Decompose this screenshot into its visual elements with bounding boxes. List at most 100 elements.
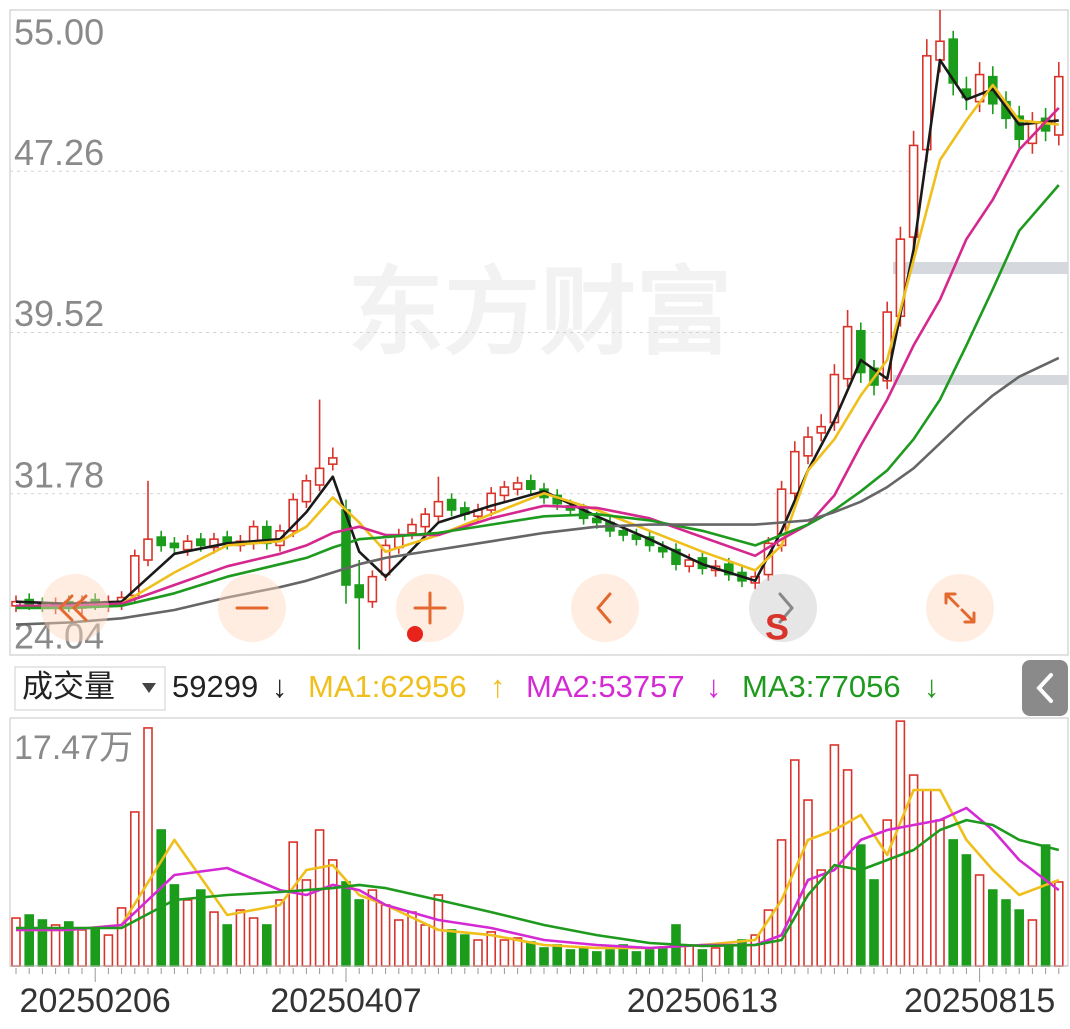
volume-bar	[961, 854, 972, 967]
candle-body	[169, 542, 180, 549]
volume-bar	[222, 924, 232, 967]
ma-line	[15, 356, 1060, 626]
candle-body	[486, 492, 497, 511]
candle-body	[525, 480, 536, 490]
volume-bar	[723, 944, 734, 967]
volume-bar	[182, 899, 193, 967]
volume-bar	[196, 889, 206, 967]
candle-body	[1014, 115, 1025, 140]
volume-bar	[393, 919, 404, 967]
candle-body	[1054, 75, 1064, 136]
volume-bar	[261, 924, 272, 967]
ma-line	[16, 818, 1060, 948]
volume-bar	[882, 819, 893, 967]
volume-bar	[380, 904, 391, 967]
candle-body	[433, 500, 444, 518]
volume-bar	[24, 914, 35, 967]
ma-line	[16, 83, 1059, 608]
collapse-icon	[1036, 673, 1053, 703]
candle-body	[684, 559, 695, 568]
volume-bar	[248, 917, 259, 967]
volume-bar	[341, 881, 351, 967]
volume-bar	[11, 917, 21, 967]
volume-bar	[605, 949, 615, 967]
candle-body	[512, 482, 523, 490]
volume-bar	[1014, 909, 1025, 967]
volume-bar	[143, 727, 153, 967]
volume-bar	[631, 951, 642, 967]
x-tick-label: 20250206	[20, 982, 171, 1020]
volume-bar	[935, 819, 945, 967]
legend-entry: MA1:62956	[308, 669, 467, 704]
volume-bar	[525, 941, 536, 967]
candle-body	[657, 546, 668, 553]
volume-bar	[855, 844, 866, 967]
volume-bar	[539, 947, 549, 967]
volume-bar	[578, 947, 589, 967]
volume-bar	[169, 884, 180, 967]
volume-bar	[987, 889, 998, 967]
candle-body	[288, 498, 299, 532]
volume-bar	[1054, 881, 1064, 967]
volume-bar	[591, 951, 602, 967]
volume-bar	[974, 874, 985, 967]
volume-bar	[948, 839, 959, 967]
ma-line	[16, 788, 1060, 950]
volume-bar	[235, 909, 246, 967]
candle-body	[209, 538, 219, 549]
candle-body	[671, 548, 681, 565]
volume-bar	[446, 929, 457, 967]
legend-arrow: ↑	[490, 669, 506, 704]
volume-bar	[156, 829, 166, 967]
volume-bar	[657, 947, 668, 967]
volume-bar	[869, 879, 879, 967]
candle-body	[156, 536, 166, 547]
next-button[interactable]	[749, 574, 817, 642]
price-zone	[893, 375, 1068, 385]
candle-body	[842, 325, 853, 380]
indicator-bar: 成交量 59299 ↓ MA1:62956 ↑ MA2:53757 ↓ MA3:…	[14, 660, 1068, 716]
current-arrow: ↓	[272, 669, 288, 704]
candle-body	[816, 425, 827, 434]
toolbar: S	[41, 574, 994, 648]
candle-body	[908, 144, 919, 238]
volume-bar	[644, 949, 655, 967]
candle-body	[446, 498, 457, 511]
volume-bar	[209, 911, 219, 967]
candle-body	[855, 330, 866, 374]
candle-body	[935, 40, 945, 61]
volume-bar	[1040, 844, 1051, 967]
volume-bar	[327, 859, 338, 967]
volume-bar	[710, 947, 721, 967]
fullscreen-button[interactable]	[926, 574, 994, 642]
y-tick-label: 47.26	[14, 132, 104, 173]
volume-bar	[921, 789, 932, 967]
candle-body	[182, 540, 193, 551]
candle-body	[367, 575, 378, 603]
candle-body	[327, 457, 338, 465]
candle-body	[631, 534, 642, 540]
signal-label: S	[765, 607, 789, 648]
candle-body	[314, 467, 325, 486]
volume-bar	[275, 899, 285, 967]
volume-bar	[1001, 899, 1011, 967]
volume-bar	[77, 929, 87, 967]
prev-button[interactable]	[571, 574, 639, 642]
volume-bar	[908, 774, 919, 967]
candle-body	[948, 38, 959, 84]
legend-arrow: ↓	[924, 669, 940, 704]
y-tick-label: 55.00	[14, 12, 104, 53]
volume-bar	[103, 934, 114, 967]
volume-bar	[512, 937, 523, 967]
indicator-dot	[407, 626, 423, 642]
volume-layer: 17.47万 20250206 20250407 20250613 20250815	[11, 720, 1064, 1020]
candle-body	[420, 513, 431, 528]
indicator-select[interactable]	[14, 666, 166, 711]
volume-bar	[130, 811, 140, 967]
volume-bar	[697, 949, 708, 967]
volume-bar	[565, 949, 576, 967]
collapse-button[interactable]	[1022, 660, 1068, 716]
y-tick-label: 31.78	[14, 454, 104, 495]
